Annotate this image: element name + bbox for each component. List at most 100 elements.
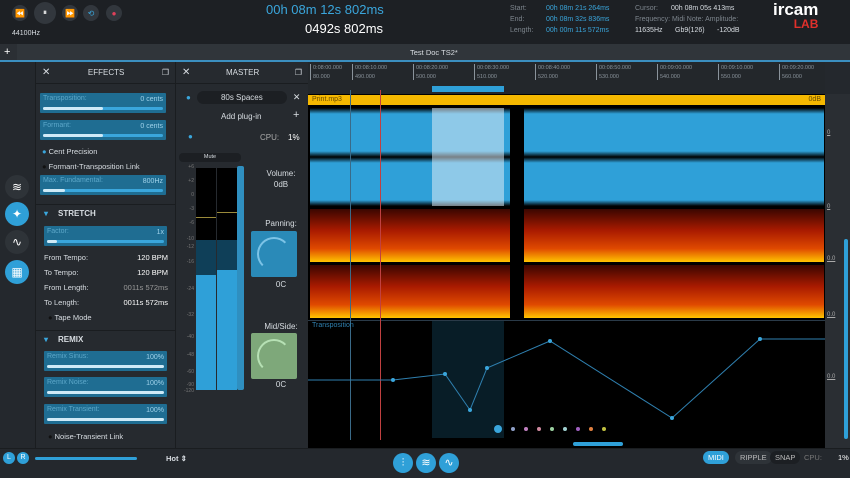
cent-precision-toggle[interactable]: ● Cent Precision [42,147,98,156]
vertical-zoom-slider-automation[interactable] [844,324,848,439]
vertical-scale: 0 0 0.0 0.0 0.0 [825,94,850,448]
automation-view-toggle[interactable]: ∿ [439,453,459,473]
forward-button[interactable]: ⏩ [62,5,78,21]
color-dot[interactable] [550,427,554,431]
max-fundamental-slider[interactable]: Max. Fundamental: 800Hz [40,175,166,195]
tick-sample: 510.000 [477,74,497,80]
color-dot[interactable] [563,427,567,431]
stretch-row: From Length: 0011s 572ms [44,283,168,292]
mute-button[interactable]: Mute [179,153,241,162]
transposition-slider[interactable]: Transposition: 0 cents [40,93,166,113]
curve-point[interactable] [468,408,472,412]
row-value[interactable]: 120 BPM [137,268,168,277]
colormap-select[interactable]: Hot ⇕ [166,454,187,463]
midi-toggle[interactable]: MIDI [703,451,729,464]
slider-value: 0 cents [140,123,163,130]
plugin-name[interactable]: 80s Spaces [196,90,287,104]
meter-right [217,168,237,390]
waveform-view-button[interactable]: ⫶ [393,453,413,473]
curve-point[interactable] [485,366,489,370]
cursor-value: 00h 08m 05s 413ms [671,5,735,12]
slider-label: Max. Fundamental: [43,177,103,184]
detach-icon[interactable]: ❐ [161,68,169,77]
panning-knob[interactable] [251,231,297,277]
scale-label: 0.0 [827,256,836,262]
track-header[interactable]: Print.mp3 0dB [308,95,825,105]
noise-transient-link-toggle[interactable]: ● Noise-Transient Link [48,432,124,441]
balance-slider[interactable] [35,457,137,460]
playhead[interactable] [350,90,351,440]
curve-point[interactable] [391,378,395,382]
scale-label: -16 [186,259,194,265]
color-dot[interactable] [576,427,580,431]
slider-value: 100% [146,407,164,414]
effects-view-button[interactable]: ✦ [5,202,29,226]
tick-time: 00:09:00.000 [660,65,693,71]
remix-section-header[interactable]: ▾ REMIX [36,330,176,348]
track-area[interactable]: Print.mp3 0dB Transposition [308,86,825,448]
color-dot[interactable] [537,427,541,431]
ruler-tick: 00:09:00.000 540.000 [657,64,692,80]
plugin-enabled-icon[interactable]: ● [186,92,191,102]
curve-point[interactable] [670,416,674,420]
color-dot[interactable] [602,427,606,431]
horizontal-scrollbar[interactable] [573,442,623,446]
add-document-button[interactable]: + [4,46,11,58]
mixer-view-button[interactable]: ▦ [5,260,29,284]
row-value[interactable]: 0011s 572ms [123,298,168,307]
close-icon[interactable]: ✕ [182,67,191,78]
color-dot[interactable] [524,427,528,431]
panning-label: Panning: [265,219,297,228]
left-channel-button[interactable]: L [3,452,15,464]
loop-button[interactable]: ⟲ [83,5,99,21]
remix-noise-slider[interactable]: Remix Noise: 100% [44,377,167,397]
spectrum-view-button[interactable]: ≋ [416,453,436,473]
spectrogram-bottom-part1 [310,265,510,318]
panning-value: 0C [275,280,287,289]
tape-mode-toggle[interactable]: ● Tape Mode [48,313,92,322]
selection-marker[interactable] [432,86,504,92]
transposition-curve[interactable] [308,94,825,448]
vertical-zoom-slider[interactable] [844,239,848,399]
factor-slider[interactable]: Factor: 1x [44,226,167,246]
waves-view-button[interactable]: ≋ [5,175,29,199]
tick-time: 00:08:40.000 [538,65,571,71]
slider-label: Remix Transient: [47,406,100,413]
formant-slider[interactable]: Formant: 0 cents [40,120,166,140]
formant-link-toggle[interactable]: ● Formant-Transposition Link [42,162,140,171]
midside-knob[interactable] [251,333,297,379]
curve-point[interactable] [548,339,552,343]
row-label: From Length: [44,283,89,292]
right-channel-button[interactable]: R [17,452,29,464]
document-tab[interactable]: Test Doc TS2* [410,48,458,57]
row-value[interactable]: 120 BPM [137,253,168,262]
close-icon[interactable]: ✕ [42,67,51,78]
curve-point[interactable] [443,372,447,376]
stretch-section-header[interactable]: ▾ STRETCH [36,204,176,222]
add-plugin-button[interactable]: Add plug-in [221,112,262,121]
automation-view-button[interactable]: ∿ [5,230,29,254]
cursor-line[interactable] [380,90,381,440]
snap-toggle[interactable]: SNAP [770,451,801,464]
volume-fader[interactable] [237,166,244,390]
pause-button[interactable]: ⏸ [34,2,56,24]
color-dot[interactable] [494,425,502,433]
color-dot[interactable] [589,427,593,431]
remove-plugin-icon[interactable]: ✕ [292,91,301,102]
remix-transient-slider[interactable]: Remix Transient: 100% [44,404,167,424]
curve-point[interactable] [758,337,762,341]
ripple-toggle[interactable]: RIPPLE [735,451,772,464]
rewind-button[interactable]: ⏪ [12,5,28,21]
document-tab-bar: + Test Doc TS2* [0,44,850,62]
timeline-ruler[interactable]: 0:08:00.000 80.000 00:08:10.000 490.000 00:0… [308,62,825,94]
volume-value: 0dB [273,180,289,189]
selection-region[interactable] [432,108,504,206]
detach-icon[interactable]: ❐ [294,68,302,77]
selection-region-automation[interactable] [432,321,504,438]
scale-label: -12 [186,244,194,250]
remix-sinus-slider[interactable]: Remix Sinus: 100% [44,351,167,371]
tick-time: 00:09:20.000 [782,65,815,71]
color-dot[interactable] [511,427,515,431]
add-plugin-icon[interactable]: + [293,109,300,121]
record-button[interactable]: ● [106,5,122,21]
